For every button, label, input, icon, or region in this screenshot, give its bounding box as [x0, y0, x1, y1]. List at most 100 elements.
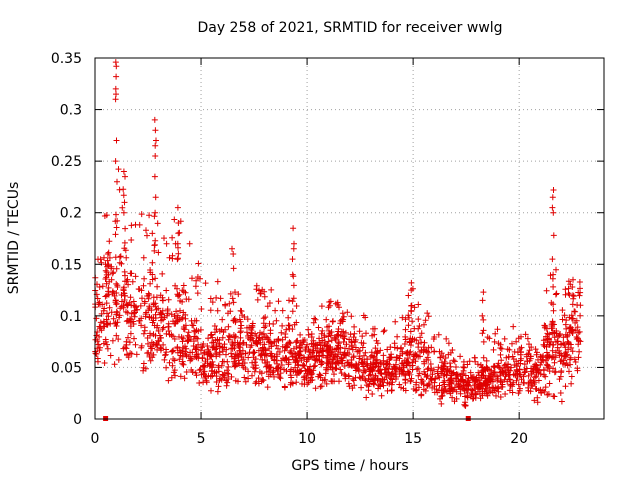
data-point	[125, 281, 132, 288]
data-point	[526, 347, 533, 354]
data-point	[312, 316, 319, 323]
data-point	[327, 332, 334, 339]
data-point	[192, 353, 198, 360]
data-point	[144, 232, 150, 239]
data-point	[405, 322, 412, 329]
data-point	[420, 344, 427, 351]
data-point	[521, 379, 528, 386]
data-point	[112, 299, 119, 306]
data-point	[510, 323, 517, 330]
data-point	[436, 348, 443, 355]
data-point	[164, 306, 171, 313]
data-point	[308, 331, 315, 337]
data-point	[202, 358, 209, 365]
data-point	[308, 371, 315, 378]
data-point	[527, 388, 534, 395]
data-point	[354, 348, 361, 355]
data-point	[96, 333, 103, 340]
data-point	[304, 366, 311, 373]
data-point	[283, 326, 290, 333]
data-point	[569, 292, 576, 299]
data-point	[152, 127, 159, 134]
data-point	[289, 353, 296, 360]
data-point	[260, 315, 267, 322]
data-point	[154, 346, 161, 353]
data-point	[416, 370, 423, 377]
data-point	[136, 286, 143, 293]
data-point	[105, 313, 112, 320]
data-point	[253, 339, 260, 346]
data-point	[447, 360, 453, 367]
data-point	[203, 379, 210, 386]
data-point	[549, 325, 556, 332]
data-point	[238, 354, 245, 361]
data-point	[241, 360, 248, 366]
data-point	[140, 282, 147, 289]
data-point	[214, 388, 221, 395]
data-point	[250, 349, 257, 356]
data-point	[236, 347, 243, 354]
data-point	[223, 382, 230, 389]
data-point	[118, 260, 125, 267]
data-point	[112, 231, 119, 238]
data-point	[213, 379, 220, 385]
data-point	[344, 359, 351, 366]
data-point	[129, 278, 136, 285]
data-point	[324, 348, 330, 355]
data-point	[260, 377, 267, 384]
data-point	[435, 331, 442, 338]
data-point	[183, 369, 190, 375]
data-point	[405, 292, 412, 299]
data-point	[290, 245, 297, 252]
data-point	[232, 351, 239, 358]
data-point	[289, 326, 296, 333]
data-point	[146, 292, 153, 298]
data-point	[293, 355, 300, 361]
data-point	[267, 330, 274, 337]
data-point	[445, 340, 452, 347]
data-point	[310, 340, 317, 347]
data-point	[214, 336, 221, 343]
data-point	[275, 345, 281, 352]
data-point	[138, 211, 145, 218]
data-point	[392, 318, 399, 325]
data-point	[360, 312, 367, 319]
data-point	[123, 301, 130, 307]
data-point	[559, 307, 566, 314]
data-point	[521, 369, 528, 376]
data-point	[404, 349, 411, 356]
data-point	[290, 345, 297, 352]
data-point	[501, 335, 508, 342]
data-point	[226, 300, 233, 307]
data-point	[401, 341, 408, 347]
data-point	[309, 370, 316, 377]
data-point	[227, 290, 234, 297]
data-point	[225, 336, 232, 343]
data-point	[415, 344, 422, 351]
data-point	[352, 344, 359, 351]
data-point	[572, 359, 579, 365]
data-point	[105, 262, 112, 269]
data-point	[557, 390, 564, 396]
data-point	[558, 398, 565, 405]
data-point	[469, 387, 476, 394]
data-point	[534, 349, 540, 356]
data-point	[112, 158, 119, 165]
y-tick-label: 0	[73, 412, 82, 428]
data-point	[430, 336, 437, 342]
data-point	[128, 222, 135, 229]
data-point	[270, 321, 277, 327]
data-point	[141, 275, 148, 282]
data-point	[207, 352, 214, 359]
data-point	[451, 358, 458, 365]
data-point	[174, 204, 181, 211]
data-point	[341, 371, 348, 378]
data-point	[420, 349, 427, 356]
data-point	[96, 347, 103, 354]
data-point	[428, 376, 435, 383]
data-point	[528, 344, 535, 351]
data-point	[338, 357, 344, 364]
data-point	[408, 287, 415, 294]
data-point	[235, 360, 242, 367]
